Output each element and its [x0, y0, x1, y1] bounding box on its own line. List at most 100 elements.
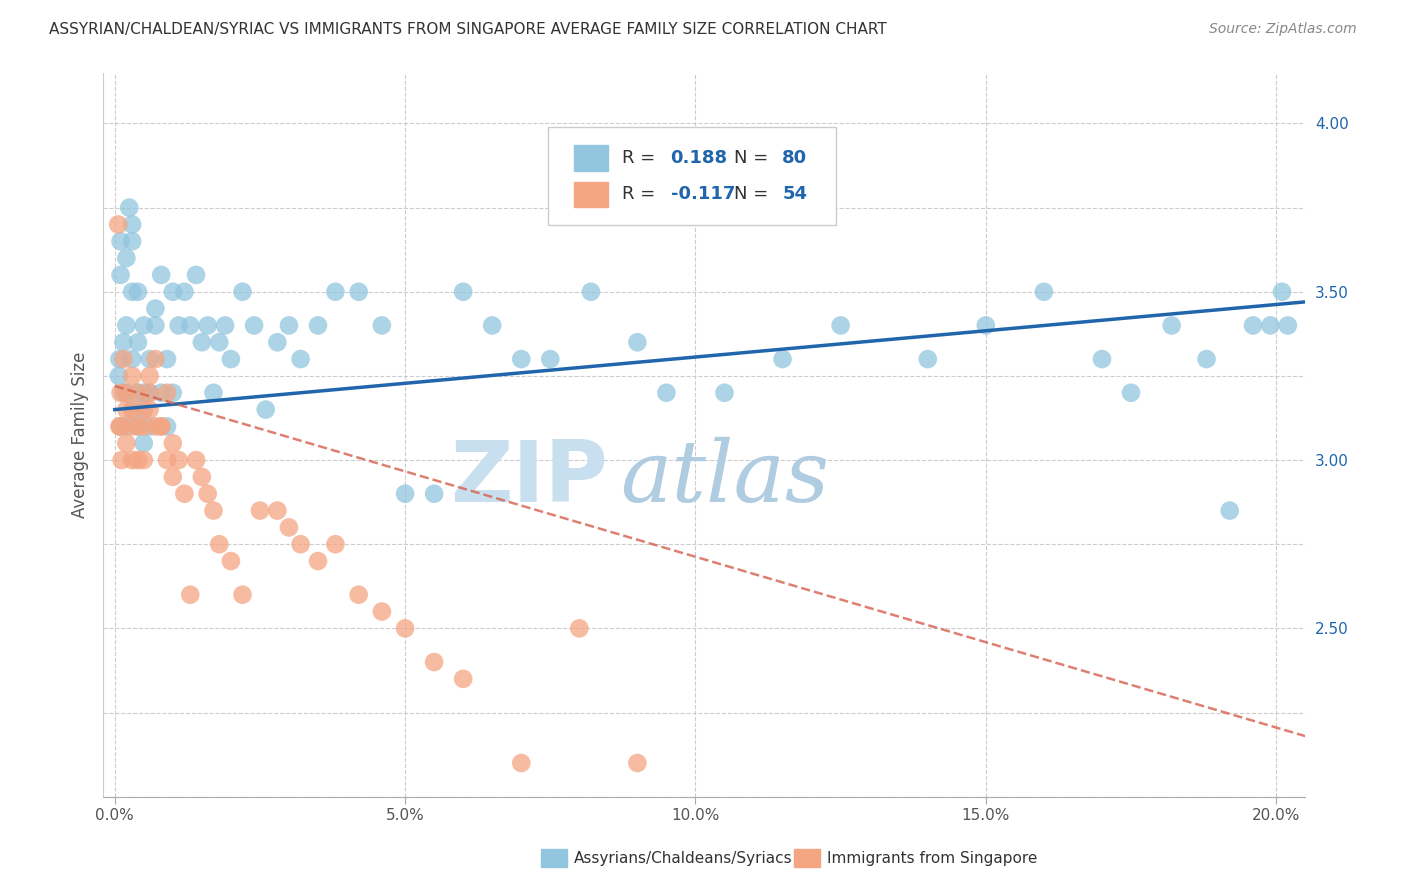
- Point: [145, 352, 167, 367]
- Point: [626, 756, 648, 770]
- Point: [579, 285, 602, 299]
- Point: [110, 419, 132, 434]
- Point: [115, 436, 138, 450]
- Point: [197, 487, 219, 501]
- Point: [127, 419, 149, 434]
- Point: [138, 402, 160, 417]
- Point: [1219, 503, 1241, 517]
- Y-axis label: Average Family Size: Average Family Size: [72, 351, 89, 518]
- Point: [132, 436, 155, 450]
- Point: [112, 385, 135, 400]
- Point: [150, 419, 173, 434]
- Point: [243, 318, 266, 333]
- Point: [132, 419, 155, 434]
- Point: [156, 352, 179, 367]
- Point: [191, 470, 214, 484]
- Point: [173, 487, 195, 501]
- Point: [917, 352, 939, 367]
- Point: [132, 385, 155, 400]
- Point: [145, 301, 167, 316]
- Point: [1119, 385, 1142, 400]
- Point: [156, 419, 179, 434]
- Point: [394, 621, 416, 635]
- Point: [127, 385, 149, 400]
- Point: [127, 385, 149, 400]
- Point: [184, 453, 207, 467]
- Point: [1091, 352, 1114, 367]
- Text: ASSYRIAN/CHALDEAN/SYRIAC VS IMMIGRANTS FROM SINGAPORE AVERAGE FAMILY SIZE CORREL: ASSYRIAN/CHALDEAN/SYRIAC VS IMMIGRANTS F…: [49, 22, 887, 37]
- Point: [371, 605, 394, 619]
- Point: [173, 285, 195, 299]
- Text: Source: ZipAtlas.com: Source: ZipAtlas.com: [1209, 22, 1357, 37]
- Point: [347, 588, 370, 602]
- Text: N =: N =: [734, 149, 775, 167]
- Text: 54: 54: [782, 185, 807, 202]
- Point: [278, 318, 301, 333]
- Point: [202, 503, 225, 517]
- Point: [254, 402, 277, 417]
- Point: [1160, 318, 1182, 333]
- Point: [347, 285, 370, 299]
- Point: [145, 318, 167, 333]
- Point: [481, 318, 503, 333]
- FancyBboxPatch shape: [548, 128, 837, 225]
- Point: [184, 268, 207, 282]
- Point: [150, 268, 173, 282]
- Point: [423, 655, 446, 669]
- Point: [156, 385, 179, 400]
- Text: ZIP: ZIP: [450, 437, 607, 520]
- Point: [108, 352, 131, 367]
- Point: [145, 419, 167, 434]
- Point: [150, 385, 173, 400]
- Text: Assyrians/Chaldeans/Syriacs: Assyrians/Chaldeans/Syriacs: [574, 851, 792, 865]
- Point: [112, 335, 135, 350]
- Point: [115, 318, 138, 333]
- Point: [538, 352, 561, 367]
- Point: [1260, 318, 1282, 333]
- Point: [121, 285, 143, 299]
- Point: [307, 318, 329, 333]
- Text: 80: 80: [782, 149, 807, 167]
- Point: [127, 453, 149, 467]
- Point: [568, 621, 591, 635]
- Point: [115, 251, 138, 265]
- Point: [179, 588, 201, 602]
- Point: [138, 385, 160, 400]
- Bar: [574, 145, 607, 170]
- Point: [197, 318, 219, 333]
- Point: [127, 335, 149, 350]
- Point: [121, 402, 143, 417]
- Point: [138, 385, 160, 400]
- Point: [121, 218, 143, 232]
- Point: [138, 419, 160, 434]
- Point: [655, 385, 678, 400]
- Point: [108, 419, 131, 434]
- Point: [510, 352, 533, 367]
- Point: [132, 402, 155, 417]
- Point: [713, 385, 735, 400]
- Point: [307, 554, 329, 568]
- Point: [1241, 318, 1264, 333]
- Point: [626, 335, 648, 350]
- Point: [278, 520, 301, 534]
- Point: [231, 285, 253, 299]
- Point: [772, 352, 794, 367]
- Point: [110, 268, 132, 282]
- Point: [110, 419, 132, 434]
- Point: [115, 385, 138, 400]
- Point: [325, 285, 347, 299]
- Point: [110, 385, 132, 400]
- Point: [162, 385, 184, 400]
- Point: [167, 453, 190, 467]
- Text: R =: R =: [623, 149, 661, 167]
- Text: -0.117: -0.117: [671, 185, 735, 202]
- Text: R =: R =: [623, 185, 661, 202]
- Point: [290, 352, 312, 367]
- Point: [249, 503, 271, 517]
- Point: [208, 537, 231, 551]
- Point: [127, 285, 149, 299]
- Point: [118, 201, 141, 215]
- Point: [107, 218, 129, 232]
- Text: Immigrants from Singapore: Immigrants from Singapore: [827, 851, 1038, 865]
- Point: [451, 285, 474, 299]
